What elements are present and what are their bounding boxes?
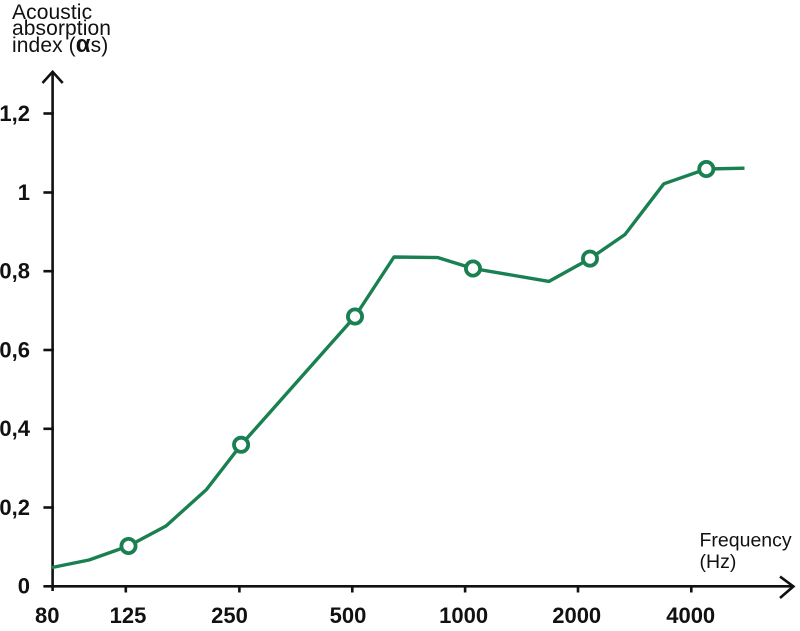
svg-text:4000: 4000 xyxy=(666,603,715,628)
svg-text:500: 500 xyxy=(330,603,367,628)
svg-text:index (αs): index (αs) xyxy=(12,31,108,58)
svg-text:0,4: 0,4 xyxy=(0,416,31,441)
svg-text:1000: 1000 xyxy=(439,603,488,628)
svg-text:Frequency: Frequency xyxy=(700,529,792,551)
svg-text:absorption: absorption xyxy=(12,17,111,40)
svg-text:0,2: 0,2 xyxy=(0,495,30,520)
svg-text:0,6: 0,6 xyxy=(0,337,30,362)
svg-text:2000: 2000 xyxy=(552,603,601,628)
svg-text:(Hz): (Hz) xyxy=(700,551,737,573)
svg-text:1: 1 xyxy=(18,180,30,205)
svg-text:0: 0 xyxy=(18,574,30,599)
svg-text:Acoustic: Acoustic xyxy=(12,1,92,24)
svg-text:250: 250 xyxy=(211,603,248,628)
svg-text:125: 125 xyxy=(110,603,147,628)
svg-text:0,8: 0,8 xyxy=(0,259,30,284)
svg-text:80: 80 xyxy=(35,603,59,628)
svg-text:1,2: 1,2 xyxy=(0,101,30,126)
